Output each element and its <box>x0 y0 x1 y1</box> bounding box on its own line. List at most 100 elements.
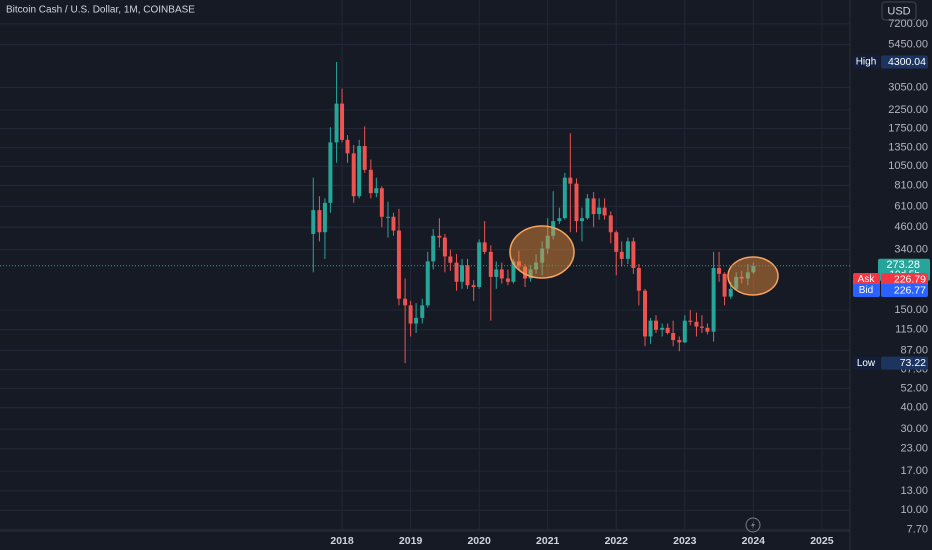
candle-body <box>482 242 487 252</box>
y-tick-label: 340.00 <box>894 244 928 256</box>
x-tick-label: 2020 <box>467 535 491 547</box>
y-tick-label: 30.00 <box>900 423 928 435</box>
candle-body <box>368 169 373 194</box>
candle-body <box>391 216 396 231</box>
candle-body <box>403 298 408 306</box>
high_marker-name-box <box>853 55 880 69</box>
candle-body <box>385 216 390 218</box>
candle-body <box>540 248 545 263</box>
y-tick-label: 23.00 <box>900 443 928 455</box>
x-tick-label: 2024 <box>742 535 766 547</box>
bid-value-box <box>881 284 928 298</box>
candle-body <box>437 235 442 238</box>
y-tick-label: 13.00 <box>900 485 928 497</box>
candle-body <box>591 198 596 215</box>
currency-button[interactable] <box>881 1 917 21</box>
y-tick-label: 3050.00 <box>888 81 928 93</box>
bid-name: Bid <box>859 285 873 296</box>
candle-body <box>579 218 584 222</box>
candle-body <box>665 327 670 334</box>
candle-body <box>511 261 516 282</box>
chart-title: Bitcoin Cash / U.S. Dollar, 1M, COINBASE <box>6 5 195 16</box>
candle-body <box>677 340 682 343</box>
candle-body <box>602 207 607 216</box>
currency-label[interactable]: USD <box>887 5 910 17</box>
candle-body <box>494 269 499 277</box>
candle-body <box>408 305 413 324</box>
candle-body <box>688 320 693 322</box>
candle-body <box>597 207 602 215</box>
last-price: 273.28 <box>886 259 920 271</box>
x-tick-label: 2019 <box>399 535 423 547</box>
low_marker-name: Low <box>857 358 876 369</box>
y-tick-label: 150.00 <box>894 304 928 316</box>
ask-value-box <box>881 273 928 287</box>
candle-body <box>351 153 356 197</box>
ask-name: Ask <box>858 274 876 285</box>
candle-body <box>545 235 550 249</box>
candle-body <box>528 269 533 279</box>
candle-body <box>608 215 613 233</box>
candle-body <box>671 333 676 341</box>
candle-body <box>694 321 699 327</box>
candle-body <box>631 241 636 269</box>
y-tick-label: 810.00 <box>894 179 928 191</box>
candle-body <box>534 262 539 270</box>
y-tick-label: 17.00 <box>900 465 928 477</box>
candle-body <box>619 251 624 259</box>
candle-body <box>442 237 447 257</box>
candle-body <box>636 268 641 291</box>
candle-body <box>414 317 419 324</box>
lightning-icon[interactable] <box>745 517 761 533</box>
candle-body <box>471 285 476 288</box>
candle-body <box>643 290 648 337</box>
x-tick-label: 2025 <box>810 535 834 547</box>
candle-body <box>420 305 425 318</box>
y-tick-label: 1350.00 <box>888 142 928 154</box>
high_marker-value-box <box>881 55 928 69</box>
x-tick-label: 2021 <box>536 535 560 547</box>
y-tick-label: 87.00 <box>900 344 928 356</box>
x-tick-label: 2022 <box>605 535 629 547</box>
candle-body <box>431 235 436 262</box>
y-tick-label: 1750.00 <box>888 122 928 134</box>
candle-body <box>739 276 744 279</box>
candle-body <box>396 230 401 299</box>
candle-body <box>585 198 590 219</box>
candle-body <box>711 268 716 332</box>
y-tick-label: 115.00 <box>895 324 928 336</box>
candle-body <box>516 261 521 267</box>
candle-body <box>505 278 510 282</box>
candle-body <box>751 265 756 273</box>
low_marker-value: 73.22 <box>900 357 926 369</box>
candle-body <box>322 202 327 233</box>
candle-body <box>477 242 482 288</box>
y-tick-label: 10.00 <box>900 504 928 516</box>
candle-body <box>574 183 579 222</box>
candle-body <box>660 327 665 330</box>
highlight-circle <box>509 225 575 279</box>
candle-body <box>311 210 316 234</box>
y-tick-label: 40.00 <box>900 402 928 414</box>
candle-body <box>523 266 528 279</box>
y-tick-label: 610.00 <box>894 200 928 212</box>
candle-body <box>465 265 470 286</box>
candle-body <box>682 320 687 343</box>
y-tick-label: 7200.00 <box>888 18 928 30</box>
ask-value: 226.79 <box>894 273 926 285</box>
y-tick-label: 2250.00 <box>888 104 928 116</box>
low_marker-name-box <box>853 356 880 370</box>
y-tick-label: 1050.00 <box>888 160 928 172</box>
candle-body <box>334 103 339 143</box>
high_marker-value: 4300.04 <box>888 56 926 68</box>
candle-body <box>460 265 465 282</box>
candle-body <box>717 268 722 274</box>
candle-body <box>488 251 493 277</box>
candle-body <box>654 320 659 330</box>
candle-body <box>648 320 653 337</box>
candle-body <box>448 256 453 263</box>
highlight-circle <box>727 256 779 296</box>
candle-body <box>374 188 379 194</box>
x-tick-label: 2018 <box>330 535 354 547</box>
